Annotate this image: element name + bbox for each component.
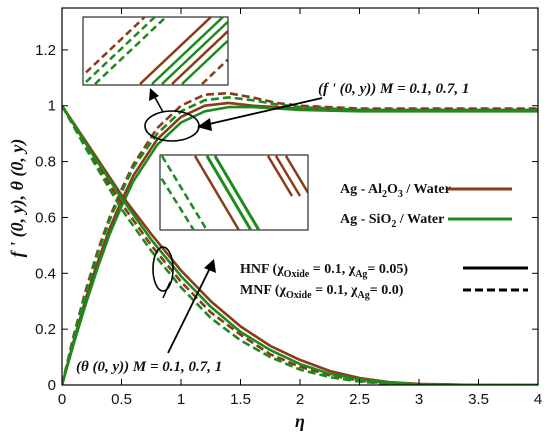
inset-top-line [201,57,228,85]
x-tick-label: 1 [177,391,185,408]
inset-middle-line [160,155,209,230]
x-tick-label: 3.5 [468,391,489,408]
y-tick-label: 0.8 [35,154,56,171]
legend-label: HNF (χOxide = 0.1, χAg= 0.05) [240,262,408,280]
x-tick-label: 4 [534,391,542,408]
x-tick-label: 1.5 [230,391,251,408]
inset-top-line [94,17,168,85]
x-tick-label: 0.5 [111,391,132,408]
y-tick-label: 0.6 [35,209,56,226]
y-tick-label: 0.2 [35,321,56,338]
legend: Ag - Al2O3 / Water Ag - SiO2 / Water HNF (… [240,182,528,301]
x-tick-label: 2.5 [349,391,370,408]
annotation-theta: (θ (0, y)) M = 0.1, 0.7, 1 [76,359,222,375]
inset-middle-line [213,155,261,230]
x-tick-label: 2 [296,391,304,408]
y-tick-label: 1 [48,98,56,115]
series-line-fprime-3 [62,96,538,385]
legend-label: Ag - Al2O3 / Water [340,182,451,200]
inset-top-line [85,17,157,83]
inset-middle-line [274,155,302,197]
x-axis-title: η [295,411,305,431]
inset-top-line [139,17,213,85]
inset-middle-line [205,155,253,230]
y-tick-label: 0.4 [35,265,56,282]
zoom-inset-middle [159,154,309,231]
inset-middle-line [284,155,308,196]
arrow-to-inset-middle [162,281,171,299]
x-tick-label: 0 [58,391,66,408]
arrow-theta-annotation [167,259,216,354]
inset-top-line [171,29,228,85]
inset-top-line [181,38,228,85]
y-axis-title: f ' (0, y), θ (0, y) [7,139,28,258]
arrow-to-inset-top [149,88,164,113]
x-tick-label: 3 [415,391,423,408]
inset-top-line [151,17,225,85]
annotation-f: (f ' (0, y)) M = 0.1, 0.7, 1 [318,81,469,97]
zoom-inset-top [82,16,229,86]
highlight-ellipse-bottom [152,246,174,292]
legend-label: Ag - SiO2 / Water [340,212,444,230]
inset-top-line [83,17,147,77]
y-tick-label: 0 [48,377,56,394]
legend-label: MNF (χOxide = 0.1, χAg= 0.0) [240,283,404,301]
arrow-f-annotation [197,97,323,131]
inset-middle-line [266,155,294,197]
y-tick-label: 1.2 [35,42,56,59]
inset-middle-line [160,173,196,230]
inset-top-line [161,19,228,85]
inset-middle-line [193,155,241,230]
